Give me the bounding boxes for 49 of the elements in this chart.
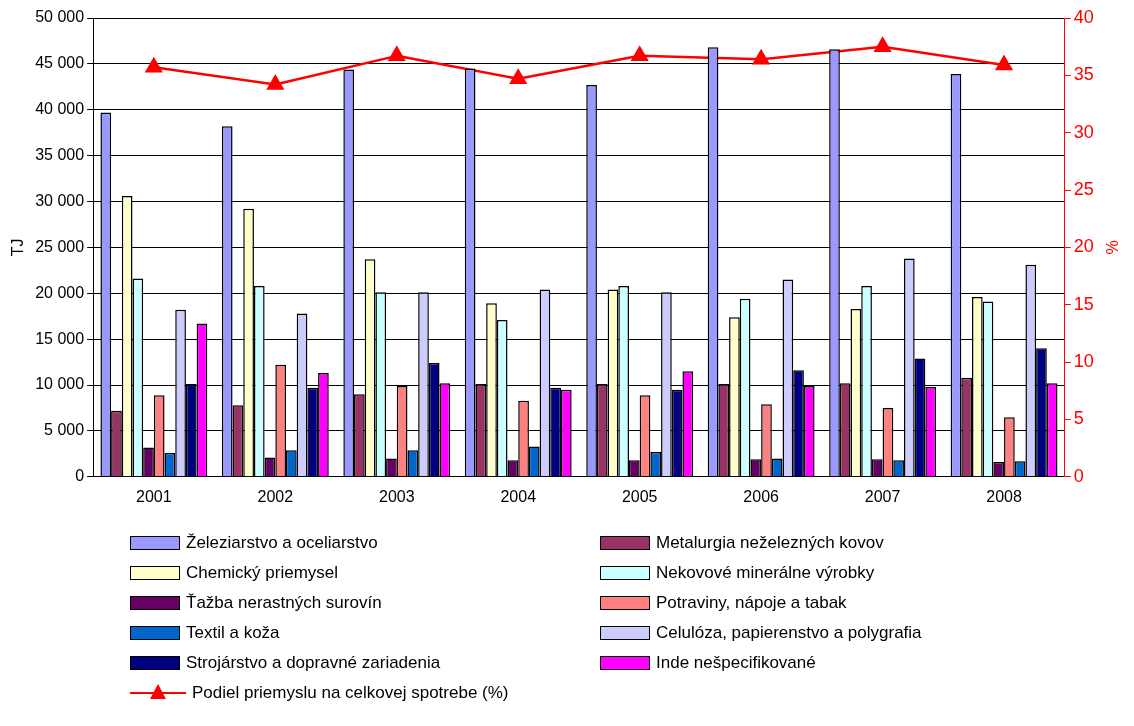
x-tick-label: 2004: [500, 487, 537, 505]
y-tick-label: 35 000: [35, 146, 85, 164]
legend-label: Potraviny, nápoje a tabak: [656, 593, 847, 613]
y-tick-label: 50 000: [35, 8, 85, 26]
point: [510, 69, 527, 85]
x-tick-label: 2005: [621, 487, 658, 505]
legend-label: Chemický priemysel: [186, 563, 339, 583]
y-axis-title: TJ: [9, 238, 27, 257]
x-tick-label: 2001: [136, 487, 172, 505]
y-tick-label: 45 000: [35, 54, 85, 72]
x-tick-label: 2003: [378, 487, 415, 505]
y2-tick-label: 0: [1073, 465, 1084, 486]
legend-label: Podiel priemyslu na celkovej spotrebe (%): [192, 683, 509, 703]
y2-tick-label: 25: [1073, 179, 1094, 200]
point: [752, 50, 770, 65]
point: [631, 46, 648, 62]
legend-label: Metalurgia neželezných kovov: [656, 533, 884, 553]
legend-label: Textil a koža: [186, 623, 280, 643]
y2-tick-label: 10: [1073, 351, 1094, 372]
point: [267, 75, 284, 90]
x-tick-label: 2006: [743, 487, 780, 505]
point: [388, 46, 405, 62]
y-tick-label: 30 000: [35, 191, 85, 209]
x-tick-label: 2007: [864, 487, 901, 505]
y-tick-label: 15 000: [35, 329, 85, 347]
y2-tick-label: 20: [1073, 236, 1094, 257]
y-tick-label: 10 000: [35, 375, 85, 393]
y-tick-label: 40 000: [35, 100, 85, 118]
legend-label: Celulóza, papierenstvo a polygrafia: [656, 623, 922, 643]
y2-tick-label: 5: [1073, 408, 1084, 429]
point: [145, 58, 163, 73]
point: [874, 37, 891, 52]
legend-label: Železiarstvo a oceliarstvo: [186, 533, 378, 553]
y2-tick-label: 40: [1073, 6, 1094, 27]
y2-axis-title: %: [1102, 240, 1120, 255]
legend-label: Ťažba nerastných surovín: [186, 593, 382, 613]
x-tick-label: 2008: [986, 487, 1022, 505]
y2-tick-label: 15: [1073, 293, 1094, 314]
legend-label: Nekovové minerálne výrobky: [656, 563, 875, 583]
y-tick-label: 0: [75, 467, 85, 485]
y-tick-label: 25 000: [35, 237, 85, 255]
y2-tick-label: 30: [1073, 121, 1094, 142]
legend-label: Inde nešpecifikované: [656, 653, 816, 673]
point: [995, 55, 1013, 71]
y2-tick-label: 35: [1073, 64, 1094, 85]
x-tick-label: 2002: [257, 487, 294, 505]
y-tick-label: 5 000: [44, 421, 85, 439]
y-tick-label: 20 000: [35, 283, 85, 301]
legend-label: Strojárstvo a dopravné zariadenia: [186, 653, 441, 673]
